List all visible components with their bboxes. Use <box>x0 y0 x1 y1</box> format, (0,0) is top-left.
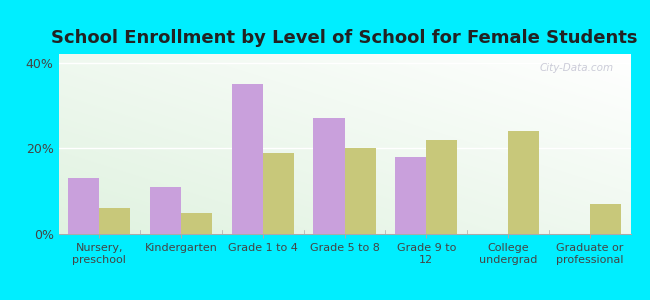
Bar <box>426 140 457 234</box>
Bar <box>395 157 426 234</box>
Text: City-Data.com: City-Data.com <box>540 63 614 73</box>
Bar <box>508 131 539 234</box>
Bar <box>344 148 376 234</box>
Bar <box>68 178 99 234</box>
Bar <box>263 153 294 234</box>
Bar <box>590 204 621 234</box>
Bar <box>232 84 263 234</box>
Title: School Enrollment by Level of School for Female Students: School Enrollment by Level of School for… <box>51 29 638 47</box>
Bar <box>181 213 212 234</box>
Bar <box>313 118 345 234</box>
Bar <box>150 187 181 234</box>
Bar <box>99 208 131 234</box>
